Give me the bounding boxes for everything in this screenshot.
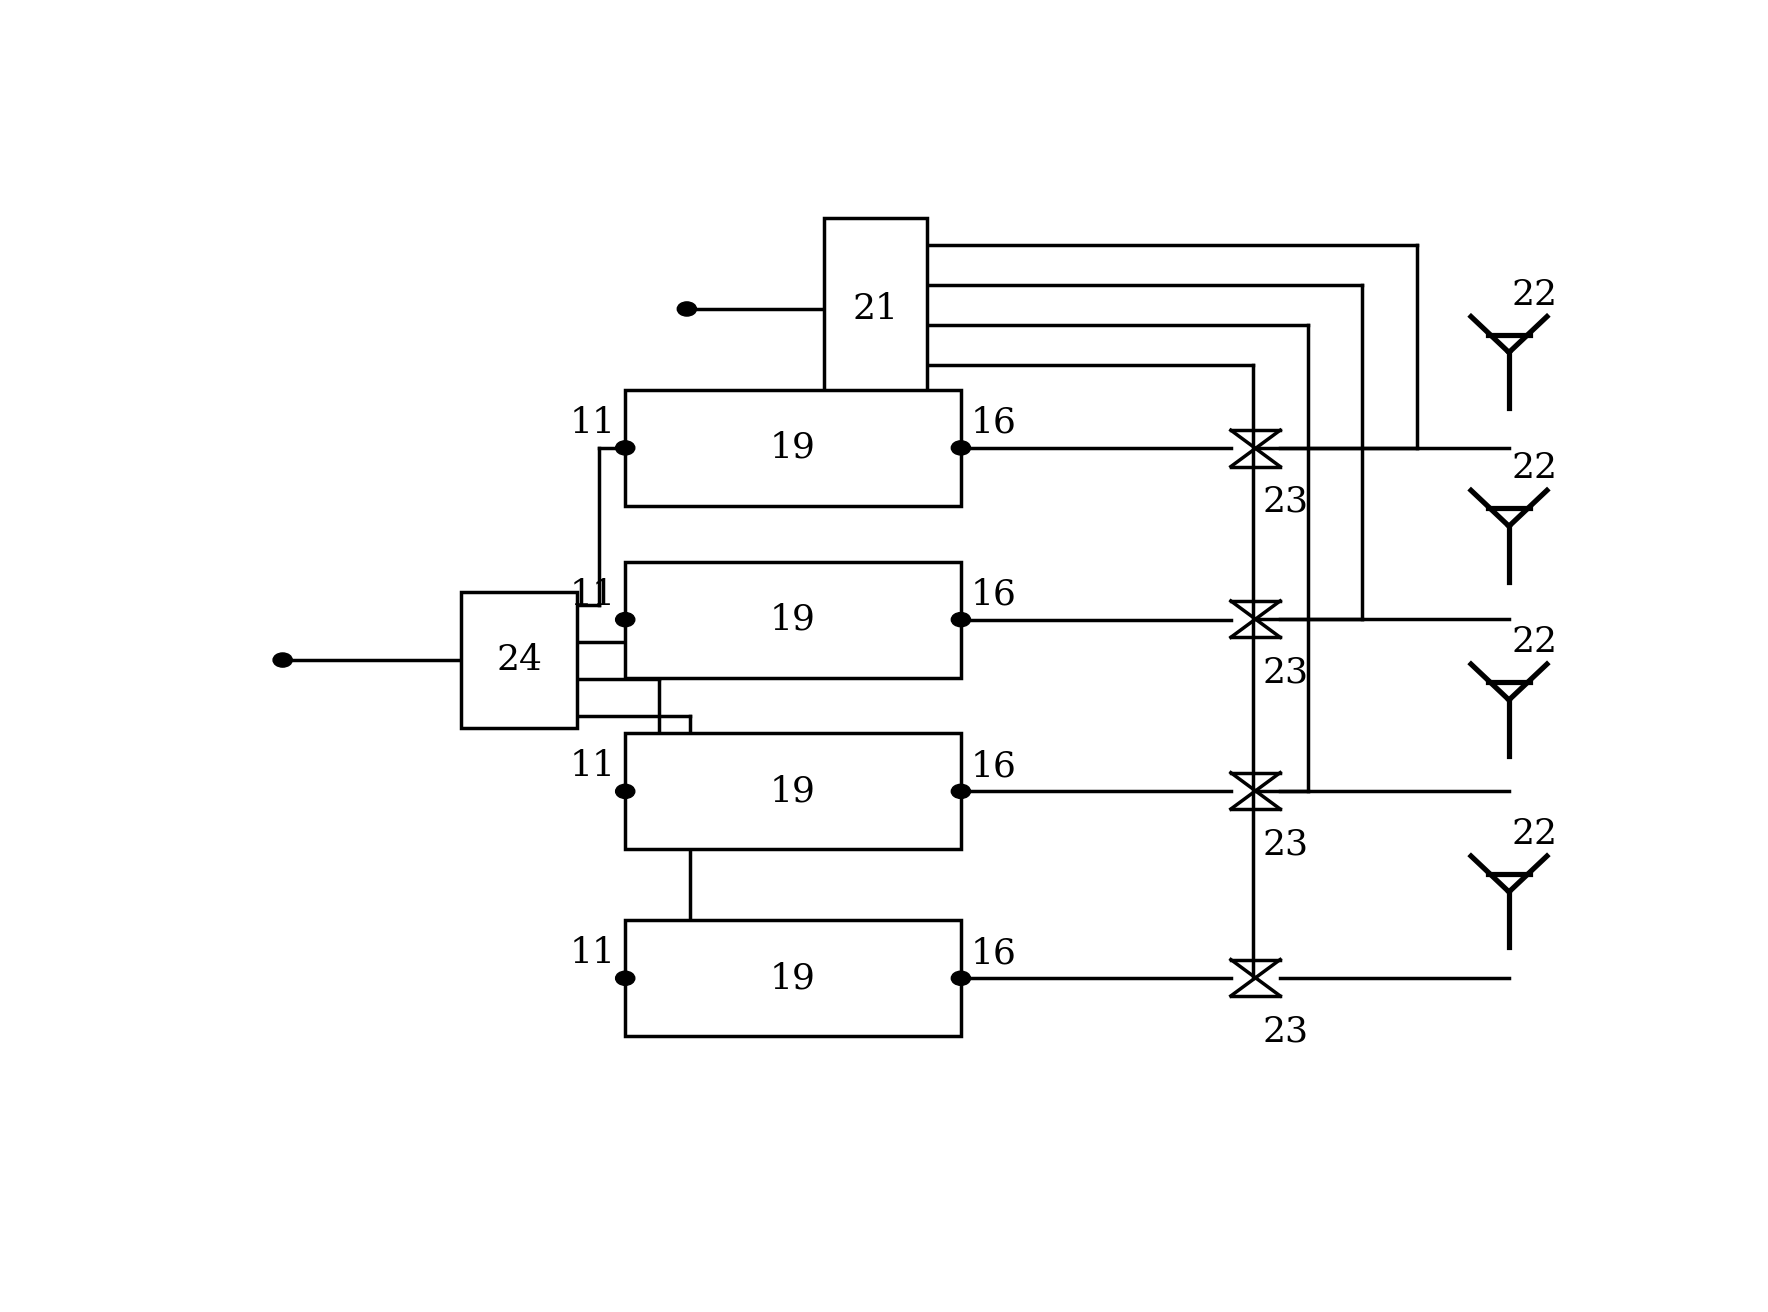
Circle shape	[951, 785, 971, 799]
Text: 19: 19	[771, 962, 817, 996]
Text: 23: 23	[1262, 656, 1308, 690]
Text: 11: 11	[569, 405, 615, 440]
Bar	[626, 733, 962, 849]
Bar	[626, 562, 962, 678]
Bar	[461, 592, 576, 728]
Circle shape	[951, 613, 971, 627]
Circle shape	[677, 302, 697, 316]
Text: 24: 24	[497, 643, 543, 677]
Text: 23: 23	[1262, 484, 1308, 518]
Text: 16: 16	[971, 405, 1017, 440]
Circle shape	[951, 971, 971, 985]
Circle shape	[615, 441, 635, 455]
Circle shape	[615, 971, 635, 985]
Text: 22: 22	[1512, 451, 1558, 485]
Circle shape	[951, 441, 971, 455]
Text: 22: 22	[1512, 817, 1558, 851]
Bar	[626, 920, 962, 1036]
Circle shape	[615, 785, 635, 799]
Text: 16: 16	[971, 577, 1017, 611]
Text: 23: 23	[1262, 1014, 1308, 1048]
Text: 22: 22	[1512, 278, 1558, 311]
Circle shape	[615, 613, 635, 627]
Text: 21: 21	[852, 293, 898, 325]
Text: 22: 22	[1512, 625, 1558, 659]
Text: 19: 19	[771, 602, 817, 636]
Bar	[824, 218, 926, 400]
Text: 23: 23	[1262, 828, 1308, 861]
Text: 11: 11	[569, 937, 615, 970]
Bar	[626, 390, 962, 506]
Text: 19: 19	[771, 430, 817, 464]
Text: 11: 11	[569, 749, 615, 783]
Text: 11: 11	[569, 577, 615, 611]
Text: 16: 16	[971, 937, 1017, 970]
Circle shape	[272, 653, 292, 666]
Text: 16: 16	[971, 749, 1017, 783]
Text: 19: 19	[771, 774, 817, 808]
